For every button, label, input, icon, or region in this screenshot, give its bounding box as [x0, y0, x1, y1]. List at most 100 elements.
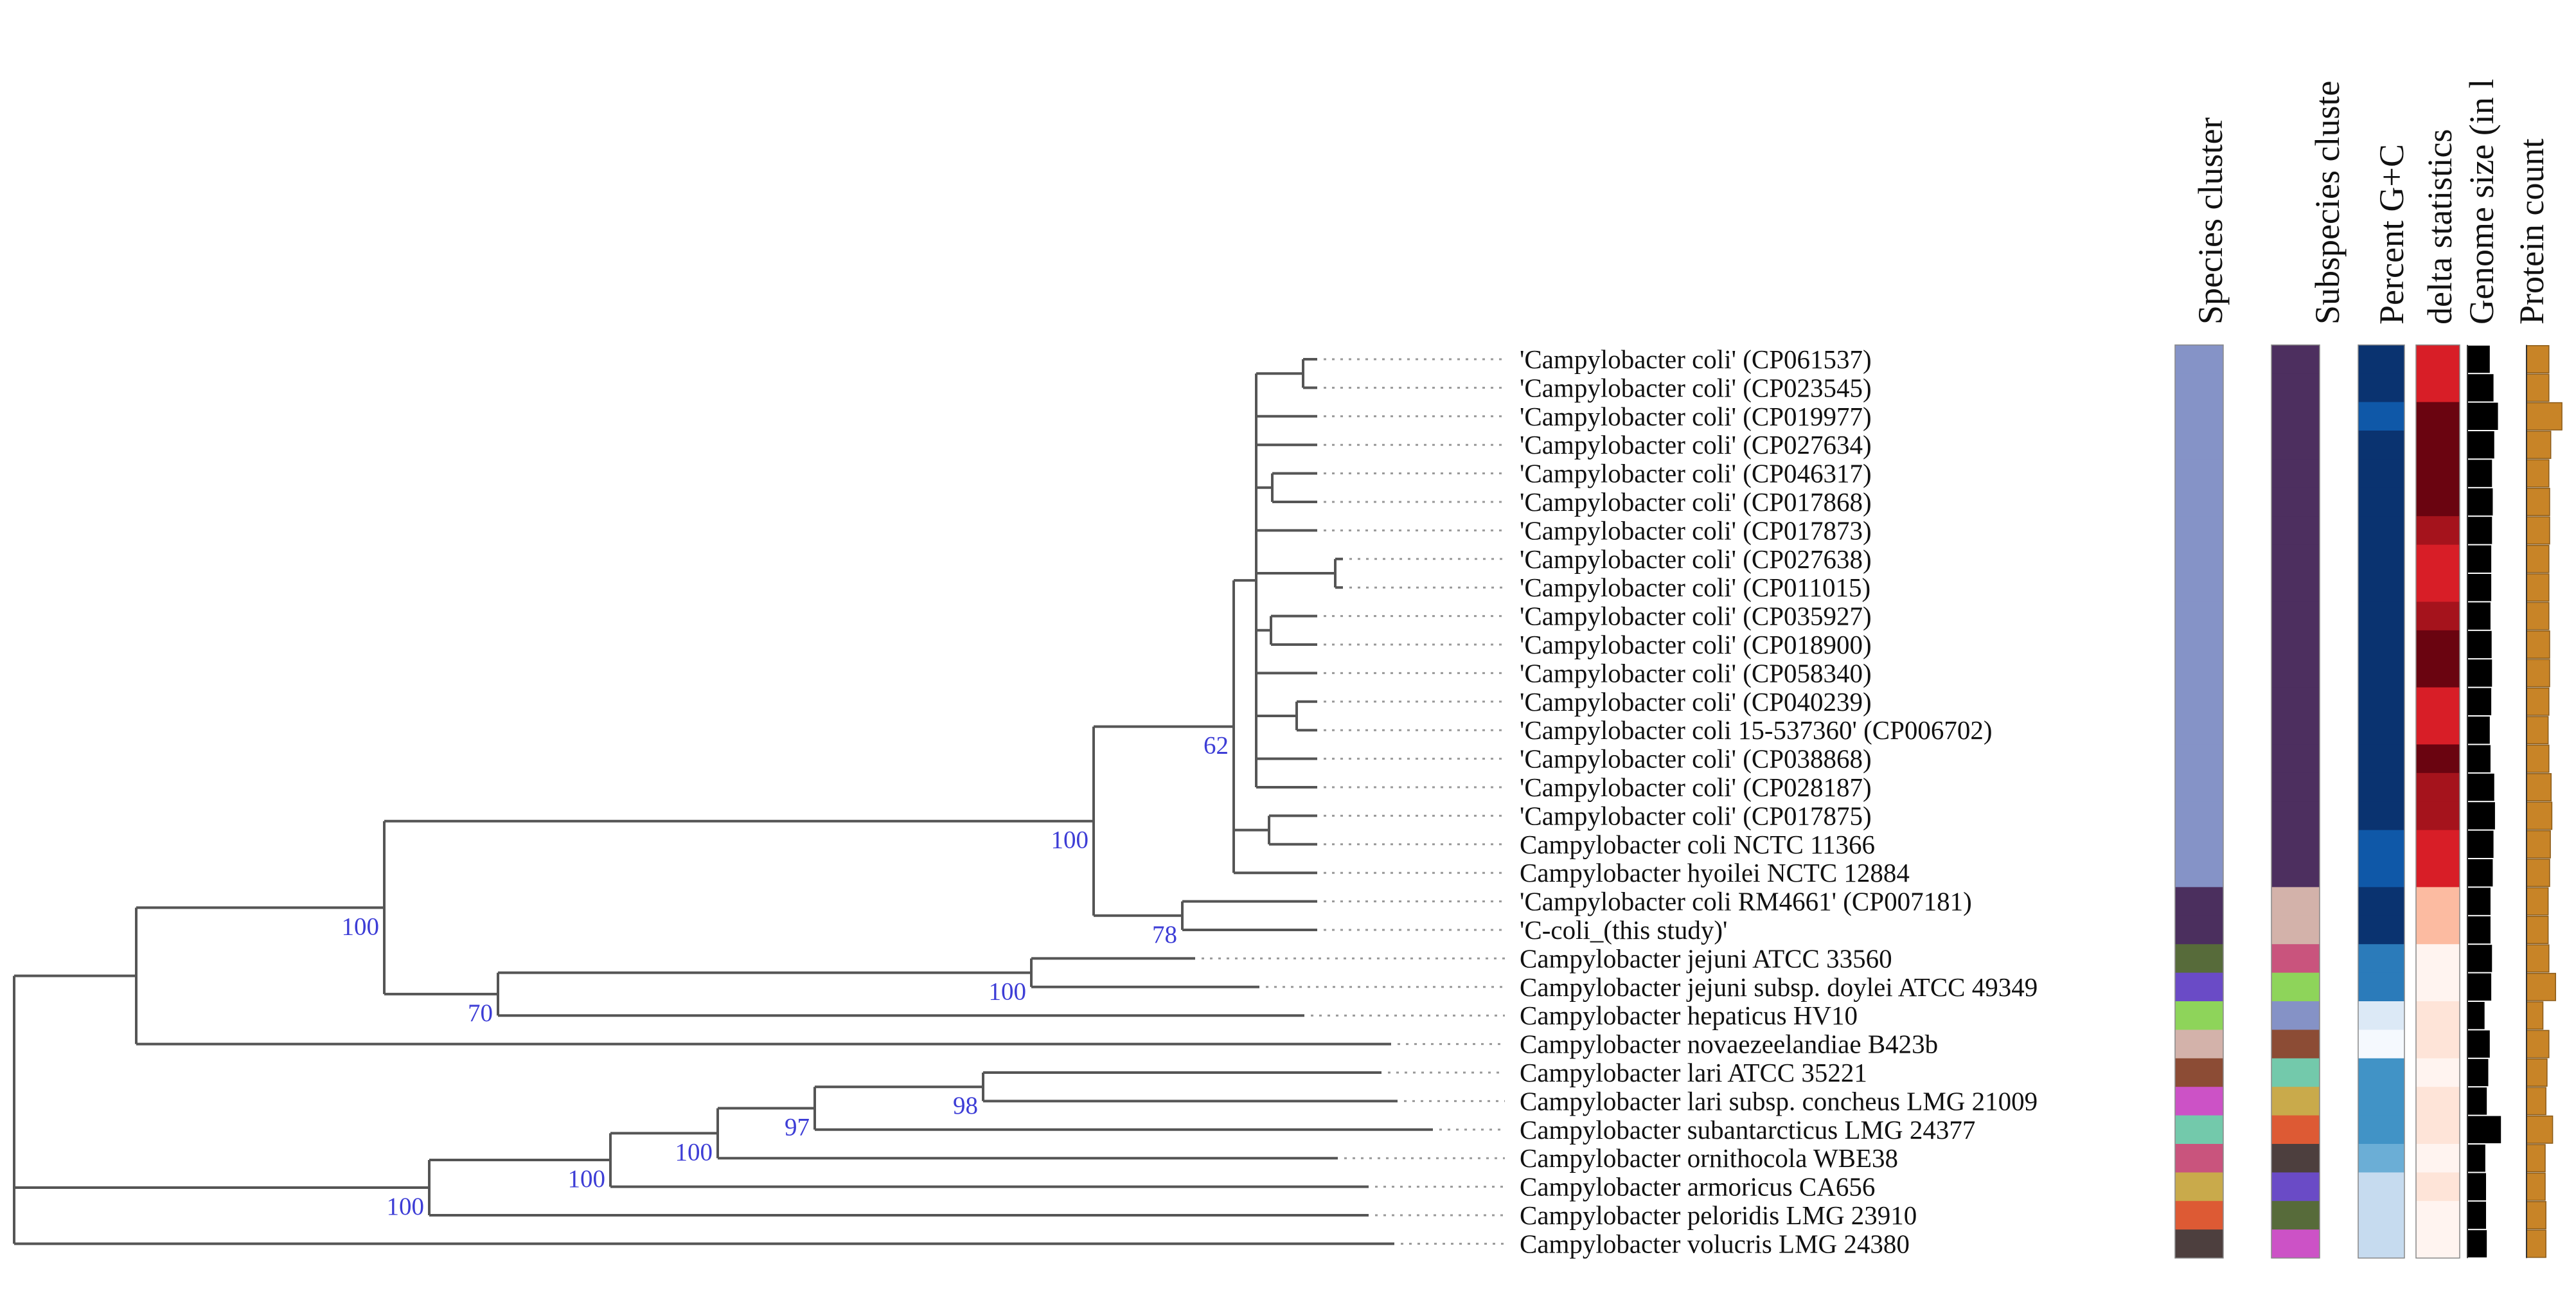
genome-bar: [2467, 374, 2494, 402]
annotation-strips: [2174, 344, 2563, 1259]
genome-bar: [2467, 1230, 2487, 1258]
bootstrap-label: 98: [953, 1092, 978, 1119]
delta-cell: [2416, 630, 2460, 659]
gc-cell: [2358, 1030, 2404, 1059]
leaf-label: 'Campylobacter coli RM4661' (CP007181): [1520, 887, 1972, 916]
genome-bar: [2467, 1116, 2501, 1143]
delta-cell: [2416, 859, 2460, 887]
leaf-label: 'Campylobacter coli' (CP017873): [1520, 515, 1872, 545]
gc-cell: [2358, 772, 2404, 802]
genome-bar: [2467, 488, 2493, 516]
species-cell: [2175, 487, 2223, 517]
subspecies-cell: [2271, 373, 2320, 403]
leaf-label: 'Campylobacter coli' (CP017868): [1520, 487, 1872, 517]
species-cell: [2175, 744, 2223, 774]
leaf-label: 'Campylobacter coli' (CP017875): [1520, 801, 1872, 830]
protein-bar: [2526, 1144, 2546, 1173]
gc-cell: [2358, 602, 2404, 631]
delta-cell: [2416, 972, 2460, 1002]
subspecies-strip-outline: [2271, 344, 2320, 1259]
leaf-label: Campylobacter volucris LMG 24380: [1520, 1229, 1910, 1258]
subspecies-cell: [2271, 744, 2320, 774]
leaf-label: 'Campylobacter coli' (CP019977): [1520, 402, 1872, 431]
delta-cell: [2416, 659, 2460, 688]
species-cell: [2175, 602, 2223, 631]
protein-bar: [2526, 1115, 2554, 1144]
leaf-label: Campylobacter subantarcticus LMG 24377: [1520, 1115, 1975, 1145]
column-header-gc: Percent G+C: [2372, 144, 2411, 325]
genome-bar: [2467, 402, 2498, 430]
delta-cell: [2416, 1200, 2460, 1230]
genome-bar: [2467, 574, 2492, 602]
species-cell: [2175, 887, 2223, 916]
gc-cell: [2358, 1115, 2404, 1145]
genome-bar: [2467, 602, 2491, 630]
delta-cell: [2416, 487, 2460, 517]
protein-bar: [2526, 859, 2550, 887]
leaf-label: Campylobacter jejuni ATCC 33560: [1520, 943, 1892, 973]
gc-cell: [2358, 830, 2404, 859]
protein-bar: [2526, 544, 2550, 573]
genome-bar: [2467, 630, 2492, 659]
leaf-labels: 'Campylobacter coli' (CP061537)'Campylob…: [1520, 344, 2038, 1258]
protein-bar: [2526, 830, 2551, 859]
subspecies-cell: [2271, 716, 2320, 745]
gc-cell: [2358, 1001, 2404, 1030]
delta-cell: [2416, 516, 2460, 546]
gc-cell: [2358, 344, 2404, 374]
subspecies-cell: [2271, 1172, 2320, 1202]
subspecies-cell: [2271, 1229, 2320, 1259]
bootstrap-label: 100: [675, 1138, 713, 1166]
subspecies-cell: [2271, 1200, 2320, 1230]
genome-bar: [2467, 1002, 2485, 1030]
genome-bar: [2467, 345, 2490, 373]
gc-cell: [2358, 744, 2404, 774]
delta-cell: [2416, 344, 2460, 374]
species-cell: [2175, 659, 2223, 688]
gc-cell: [2358, 1144, 2404, 1173]
genome-bar: [2467, 916, 2491, 944]
subspecies-cell: [2271, 487, 2320, 517]
species-cell: [2175, 687, 2223, 717]
protein-bar: [2526, 488, 2550, 516]
protein-bar: [2526, 373, 2550, 402]
genome-bar: [2467, 1087, 2487, 1115]
species-cell: [2175, 1172, 2223, 1202]
species-cell: [2175, 915, 2223, 945]
genome-bar: [2467, 1173, 2486, 1200]
species-cell: [2175, 573, 2223, 602]
gc-cell: [2358, 1087, 2404, 1116]
protein-bar: [2526, 516, 2550, 545]
delta-cell: [2416, 944, 2460, 974]
protein-bar: [2526, 345, 2550, 373]
genome-bar: [2467, 517, 2492, 544]
delta-cell: [2416, 1144, 2460, 1173]
genome-bar: [2467, 431, 2494, 459]
gc-cell: [2358, 516, 2404, 546]
delta-cell: [2416, 1229, 2460, 1259]
leaf-label: Campylobacter coli NCTC 11366: [1520, 830, 1875, 859]
genome-bar: [2467, 459, 2492, 487]
subspecies-cell: [2271, 830, 2320, 859]
leaf-label: 'Campylobacter coli' (CP040239): [1520, 687, 1872, 717]
species-cell: [2175, 1229, 2223, 1259]
subspecies-cell: [2271, 602, 2320, 631]
species-cell: [2175, 859, 2223, 887]
column-header-genome: Genome size (in l: [2462, 79, 2501, 325]
gc-cell: [2358, 915, 2404, 945]
subspecies-cell: [2271, 772, 2320, 802]
leaf-label: Campylobacter armoricus CA656: [1520, 1172, 1875, 1202]
gc-cell: [2358, 630, 2404, 659]
species-cell: [2175, 1115, 2223, 1145]
species-cell: [2175, 373, 2223, 403]
subspecies-cell: [2271, 1001, 2320, 1030]
genome-bar: [2467, 1058, 2489, 1087]
delta-cell: [2416, 402, 2460, 431]
genome-bar: [2467, 973, 2492, 1001]
species-cell: [2175, 1001, 2223, 1030]
leaf-label: Campylobacter peloridis LMG 23910: [1520, 1200, 1917, 1230]
leaf-label: 'Campylobacter coli' (CP038868): [1520, 744, 1872, 774]
delta-cell: [2416, 801, 2460, 831]
subspecies-cell: [2271, 1115, 2320, 1145]
protein-bar: [2526, 1087, 2546, 1116]
